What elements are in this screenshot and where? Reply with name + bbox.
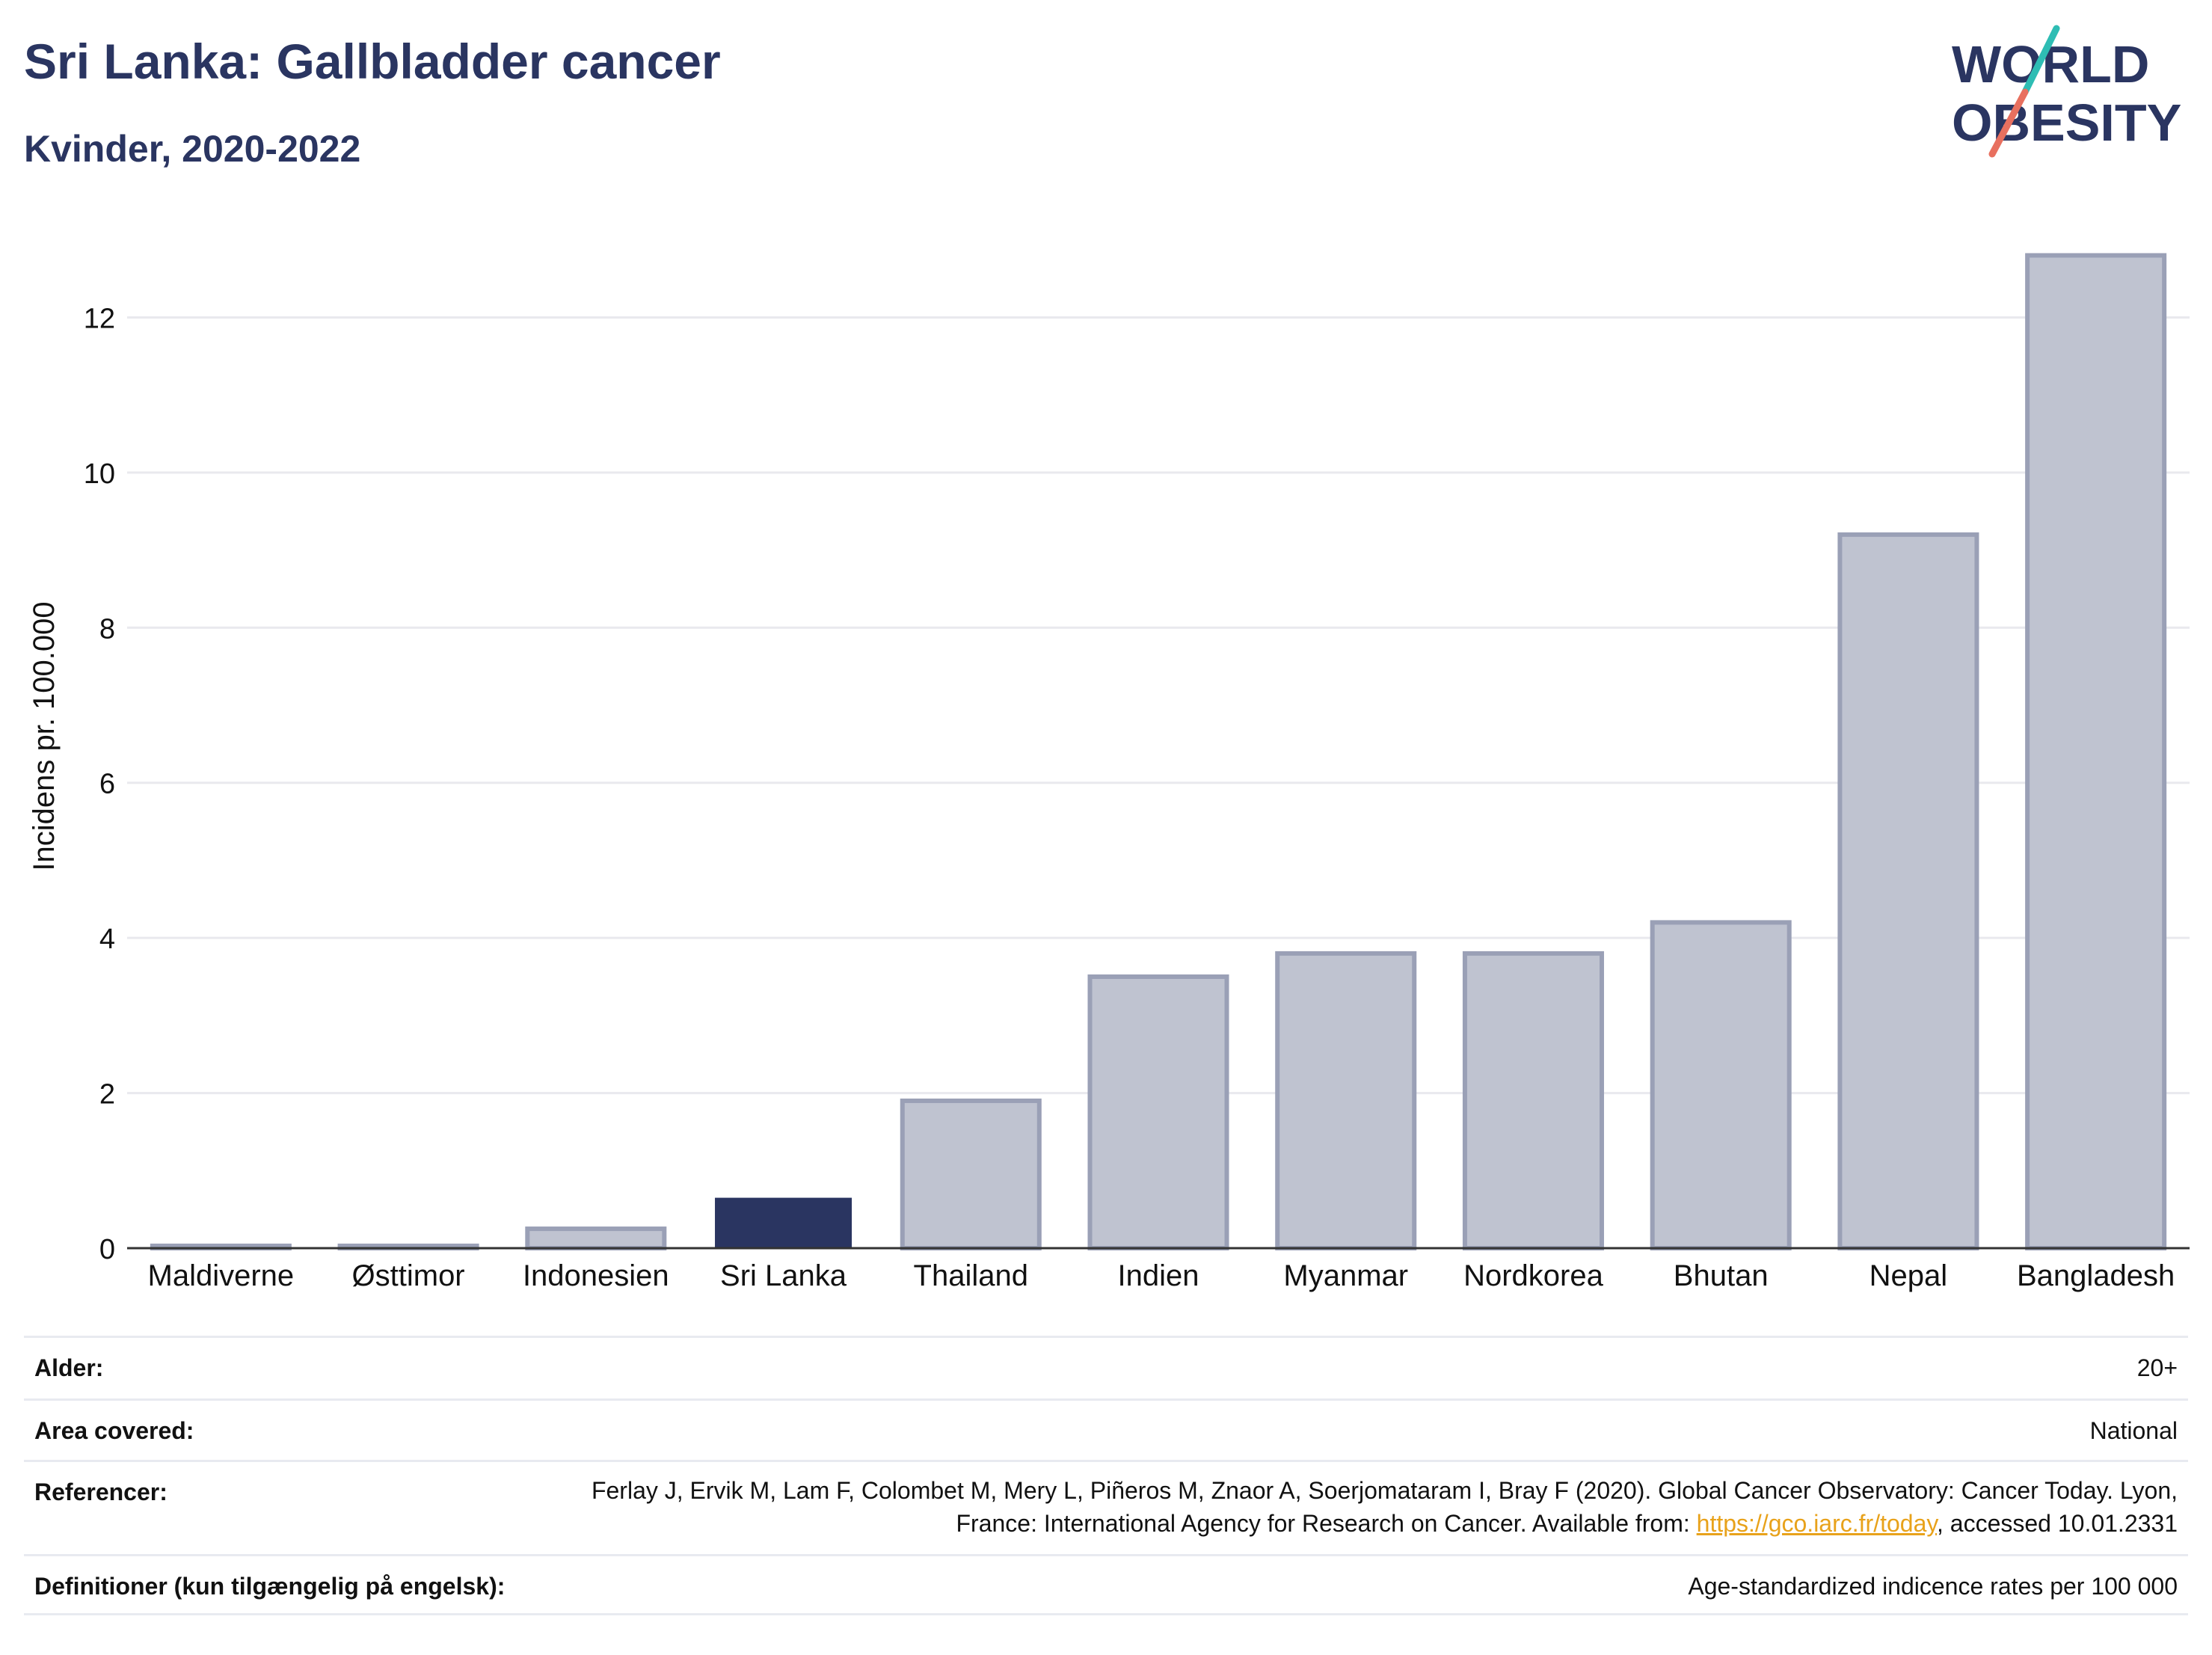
bar-indien (1087, 974, 1229, 1250)
bar-bhutan (1650, 920, 1792, 1250)
chart-subtitle: Kvinder, 2020-2022 (24, 128, 361, 170)
y-tick-label: 12 (84, 303, 115, 334)
bar-thailand (900, 1098, 1042, 1251)
logo-line2: OBESITY (1952, 93, 2181, 152)
meta-row-references: Referencer: Ferlay J, Ervik M, Lam F, Co… (24, 1460, 2188, 1554)
metadata-table: Alder: 20+ Area covered: National Refere… (24, 1336, 2188, 1615)
y-tick-label: 2 (99, 1079, 115, 1111)
x-tick-label: Maldiverne (148, 1259, 295, 1292)
reference-text: Ferlay J, Ervik M, Lam F, Colombet M, Me… (591, 1477, 2178, 1537)
x-tick-label: Nepal (1870, 1259, 1948, 1292)
y-tick-labels: 0 2 4 6 8 10 12 (84, 303, 115, 1265)
meta-row-age: Alder: 20+ (24, 1336, 2188, 1398)
x-tick-label: Østtimor (352, 1259, 465, 1292)
x-tick-label: Indien (1118, 1259, 1199, 1292)
y-tick-label: 6 (99, 769, 115, 800)
reference-link[interactable]: https://gco.iarc.fr/today (1696, 1510, 1937, 1537)
y-tick-label: 4 (99, 924, 115, 955)
references-value: Ferlay J, Ervik M, Lam F, Colombet M, Me… (532, 1474, 2178, 1540)
logo-slash-bottom (1988, 88, 2029, 158)
x-tick-label: Bhutan (1674, 1259, 1769, 1292)
reference-accessed: , accessed 10.01.2331 (1936, 1510, 2178, 1537)
x-tick-label: Indonesien (523, 1259, 669, 1292)
area-label: Area covered: (34, 1417, 194, 1444)
x-tick-label: Bangladesh (2017, 1259, 2175, 1292)
definitions-value: Age-standardized indicence rates per 100… (1688, 1573, 2178, 1600)
bars (150, 253, 2167, 1251)
bar-chart: 0 2 4 6 8 10 12 Maldiverne Østtimor Indonesien Sr… (28, 253, 2190, 1292)
bar-sri-lanka (715, 1197, 852, 1248)
references-label: Referencer: (34, 1479, 168, 1505)
chart-title: Sri Lanka: Gallbladder cancer (24, 34, 721, 89)
meta-row-area: Area covered: National (24, 1398, 2188, 1460)
x-tick-label: Thailand (914, 1259, 1028, 1292)
logo-slash-top (2021, 25, 2060, 96)
area-value: National (2089, 1417, 2178, 1444)
x-tick-label: Nordkorea (1463, 1259, 1604, 1292)
bar-nordkorea (1462, 951, 1604, 1250)
y-tick-label: 0 (99, 1234, 115, 1265)
x-tick-label: Myanmar (1283, 1259, 1408, 1292)
x-tick-label: Sri Lanka (720, 1259, 847, 1292)
bar-indonesien (525, 1226, 667, 1251)
bar-bangladesh (2025, 253, 2167, 1250)
age-label: Alder: (34, 1354, 104, 1381)
y-tick-label: 10 (84, 458, 115, 490)
bar-nepal (1837, 532, 1979, 1250)
definitions-label: Definitioner (kun tilgængelig på engelsk… (34, 1573, 506, 1600)
y-tick-label: 8 (99, 613, 115, 645)
meta-row-definitions: Definitioner (kun tilgængelig på engelsk… (24, 1554, 2188, 1615)
x-tick-labels: Maldiverne Østtimor Indonesien Sri Lanka Tha… (148, 1259, 2175, 1292)
y-axis-label: Incidens pr. 100.000 (28, 601, 61, 871)
world-obesity-logo: WORLD OBESITY (1952, 25, 2181, 158)
bar-myanmar (1275, 951, 1417, 1250)
age-value: 20+ (2136, 1354, 2178, 1381)
